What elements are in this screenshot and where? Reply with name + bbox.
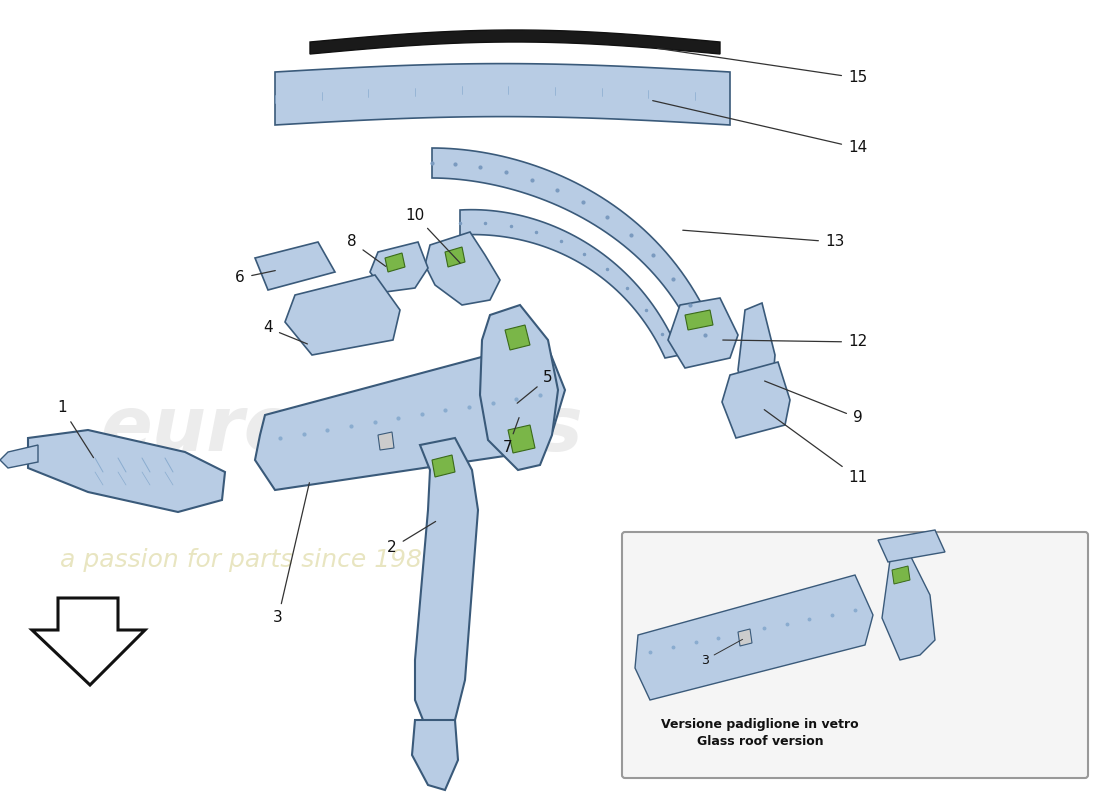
Text: a passion for parts since 1985: a passion for parts since 1985 [60, 548, 438, 572]
Polygon shape [882, 555, 935, 660]
Polygon shape [878, 530, 945, 562]
Polygon shape [446, 247, 465, 267]
Polygon shape [255, 242, 336, 290]
Polygon shape [0, 445, 39, 468]
Polygon shape [685, 310, 713, 330]
Text: 15: 15 [658, 49, 868, 86]
Polygon shape [508, 425, 535, 453]
Polygon shape [892, 566, 910, 584]
Text: 10: 10 [406, 207, 460, 263]
Polygon shape [275, 64, 730, 125]
Polygon shape [635, 575, 873, 700]
Text: 14: 14 [652, 101, 868, 155]
Text: 11: 11 [764, 410, 868, 486]
Text: 3: 3 [273, 482, 309, 626]
Text: 2: 2 [387, 522, 436, 555]
Polygon shape [285, 275, 400, 355]
Polygon shape [255, 340, 565, 490]
Polygon shape [385, 253, 405, 272]
Text: 13: 13 [683, 230, 845, 250]
Polygon shape [432, 148, 718, 345]
Polygon shape [378, 432, 394, 450]
Polygon shape [370, 242, 428, 292]
Text: 1: 1 [57, 401, 94, 458]
Polygon shape [432, 455, 455, 477]
Polygon shape [32, 598, 145, 685]
FancyBboxPatch shape [621, 532, 1088, 778]
Text: 3: 3 [701, 639, 743, 666]
Polygon shape [668, 298, 738, 368]
Text: 5: 5 [517, 370, 553, 403]
Text: 6: 6 [235, 270, 275, 286]
Text: 9: 9 [764, 381, 862, 426]
Polygon shape [415, 438, 478, 730]
Polygon shape [738, 629, 752, 646]
Polygon shape [738, 303, 775, 425]
Polygon shape [505, 325, 530, 350]
Polygon shape [28, 430, 226, 512]
Text: 12: 12 [723, 334, 868, 350]
Text: eurospares: eurospares [100, 393, 583, 467]
Text: Versione padiglione in vetro
Glass roof version: Versione padiglione in vetro Glass roof … [661, 718, 859, 748]
Polygon shape [412, 720, 458, 790]
Polygon shape [425, 232, 500, 305]
Text: 8: 8 [348, 234, 386, 266]
Text: 4: 4 [263, 321, 307, 344]
Polygon shape [310, 30, 720, 54]
Polygon shape [480, 305, 558, 470]
Polygon shape [722, 362, 790, 438]
Text: 7: 7 [503, 418, 519, 455]
Polygon shape [460, 210, 680, 358]
